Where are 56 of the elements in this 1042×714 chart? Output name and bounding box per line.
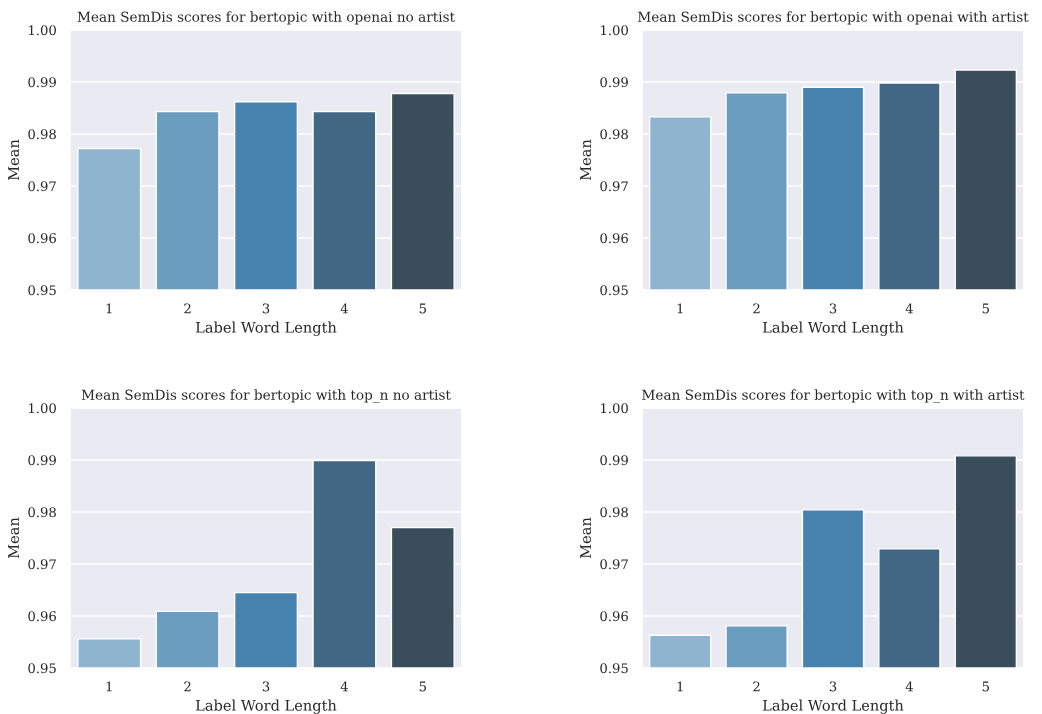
y-axis-title: Mean	[580, 517, 592, 559]
x-tick-label: 5	[982, 303, 989, 314]
x-axis-title: Label Word Length	[762, 321, 904, 336]
y-tick-label: 0.96	[600, 233, 628, 244]
x-axis-title: Label Word Length	[195, 321, 337, 336]
x-tick-label: 2	[184, 303, 191, 314]
y-tick-label: 1.00	[29, 403, 56, 414]
x-tick-label: 1	[106, 303, 112, 314]
y-tick-label: 0.98	[28, 129, 56, 140]
x-tick-label: 4	[905, 681, 913, 692]
x-tick-label: 1	[677, 303, 683, 314]
y-tick-label: 0.95	[600, 663, 628, 674]
x-tick-label: 3	[262, 303, 270, 314]
y-tick-label: 0.98	[28, 507, 56, 518]
x-axis-title: Label Word Length	[195, 699, 337, 714]
y-tick-label: 1.00	[29, 25, 56, 36]
y-tick-label: 0.99	[28, 77, 56, 88]
x-tick-label: 4	[340, 303, 348, 314]
x-tick-label: 2	[184, 681, 191, 692]
y-tick-label: 0.99	[600, 77, 628, 88]
y-tick-label: 0.97	[28, 559, 56, 570]
y-tick-label: 0.96	[28, 233, 56, 244]
x-tick-label: 3	[829, 303, 837, 314]
y-tick-label: 0.99	[600, 455, 628, 466]
y-axis-title: Mean	[8, 139, 20, 181]
y-tick-label: 0.95	[600, 285, 628, 296]
chart-title: Mean SemDis scores for bertopic with openai no artist	[77, 11, 455, 25]
y-tick-label: 0.97	[600, 559, 628, 570]
x-tick-label: 5	[419, 681, 426, 692]
y-tick-label: 0.99	[28, 455, 56, 466]
y-tick-label: 0.97	[600, 181, 628, 192]
x-tick-label: 5	[982, 681, 989, 692]
x-tick-label: 1	[677, 681, 683, 692]
x-tick-label: 5	[419, 303, 426, 314]
y-tick-label: 0.98	[600, 507, 628, 518]
y-tick-label: 0.96	[600, 611, 628, 622]
chart-title: Mean SemDis scores for bertopic with top_n with artist	[642, 389, 1025, 403]
x-tick-label: 3	[829, 681, 837, 692]
x-tick-label: 1	[106, 681, 112, 692]
y-tick-label: 1.00	[601, 25, 628, 36]
y-tick-label: 0.97	[28, 181, 56, 192]
x-tick-label: 3	[262, 681, 270, 692]
x-tick-label: 4	[340, 681, 348, 692]
y-tick-label: 0.95	[28, 663, 56, 674]
y-tick-label: 0.95	[28, 285, 56, 296]
chart-title: Mean SemDis scores for bertopic with openai with artist	[638, 11, 1029, 25]
x-tick-label: 2	[753, 681, 760, 692]
x-tick-label: 4	[905, 303, 913, 314]
x-axis-title: Label Word Length	[762, 699, 904, 714]
y-axis-title: Mean	[8, 517, 20, 559]
y-tick-label: 0.98	[600, 129, 628, 140]
chart-title: Mean SemDis scores for bertopic with top_n no artist	[81, 389, 451, 403]
x-tick-label: 2	[753, 303, 760, 314]
y-axis-title: Mean	[580, 139, 592, 181]
y-tick-label: 0.96	[28, 611, 56, 622]
y-tick-label: 1.00	[601, 403, 628, 414]
